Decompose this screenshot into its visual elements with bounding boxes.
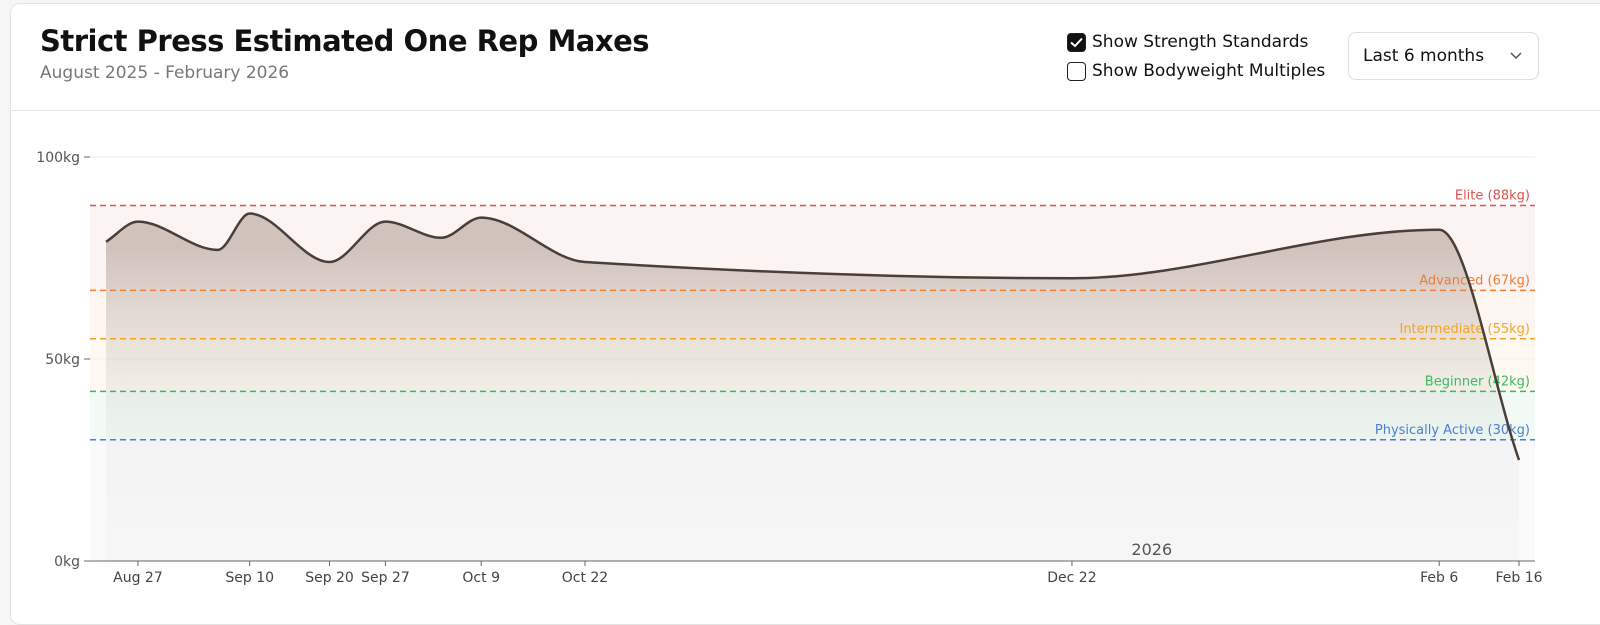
header: Strict Press Estimated One Rep Maxes Aug… — [11, 4, 1600, 111]
standard-label: Beginner (42kg) — [1425, 374, 1530, 389]
page: Strict Press Estimated One Rep Maxes Aug… — [10, 3, 1600, 625]
standard-label: Intermediate (55kg) — [1400, 322, 1530, 337]
y-tick-label: 50kg — [45, 352, 80, 368]
checkbox-label[interactable]: Show Strength Standards — [1092, 32, 1309, 52]
x-tick-label: Oct 22 — [562, 570, 608, 586]
year-label: 2026 — [1131, 540, 1172, 559]
range-select[interactable]: Last 6 months — [1348, 32, 1539, 80]
y-tick-label: 0kg — [54, 554, 80, 570]
checkbox[interactable]: Show Strength Standards — [1067, 32, 1308, 52]
y-tick-label: 100kg — [36, 150, 80, 166]
x-tick-label: Sep 27 — [361, 570, 410, 586]
checkbox-label[interactable]: Show Bodyweight Multiples — [1092, 61, 1326, 81]
standard-label: Advanced (67kg) — [1419, 273, 1530, 288]
x-tick-label: Sep 20 — [305, 570, 354, 586]
x-tick-label: Feb 16 — [1495, 570, 1542, 586]
check — [1070, 37, 1083, 47]
x-tick-label: Aug 27 — [113, 570, 163, 586]
area — [106, 213, 1519, 561]
chevron — [1510, 52, 1522, 60]
line — [105, 212, 1521, 461]
x-tick-label: Oct 9 — [462, 570, 500, 586]
range-label: Last 6 months — [1363, 46, 1485, 66]
checkbox-box[interactable] — [1067, 61, 1086, 81]
standard-label: Physically Active (30kg) — [1375, 423, 1530, 438]
x-tick-label: Dec 22 — [1047, 570, 1096, 586]
chart: 0kg 50kg 100kg Elite (88kg) Advanced (67kg) I… — [36, 150, 1542, 586]
checkbox[interactable]: Show Bodyweight Multiples — [1067, 61, 1325, 81]
checkbox-box[interactable] — [1067, 32, 1086, 52]
subtitle: August 2025 - February 2026 — [40, 63, 290, 83]
x-tick-label: Sep 10 — [225, 570, 274, 586]
standard-label: Elite (88kg) — [1455, 188, 1530, 203]
title: Strict Press Estimated One Rep Maxes — [40, 24, 650, 58]
x-tick-label: Feb 6 — [1420, 570, 1458, 586]
